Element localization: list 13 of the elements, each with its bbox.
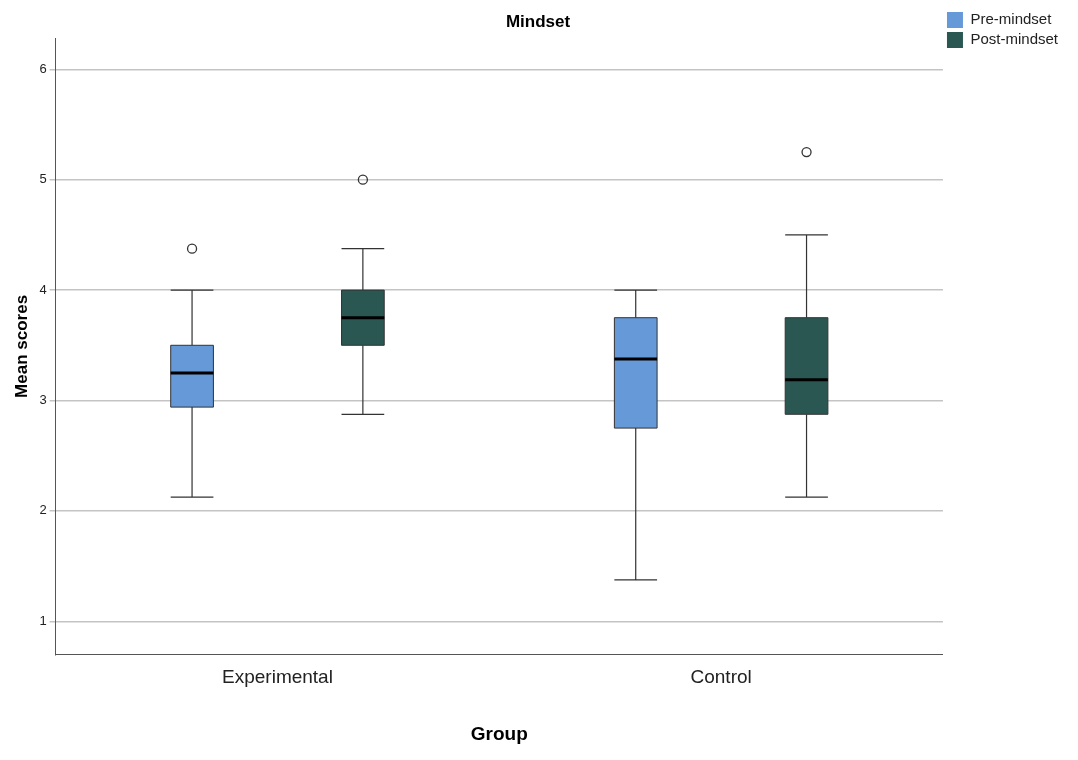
y-tick-label: 4 <box>39 281 47 297</box>
y-tick-label: 1 <box>39 612 47 628</box>
chart-title: Mindset <box>505 11 571 31</box>
x-tick-label: Control <box>690 666 752 688</box>
legend-label: Post-mindset <box>970 30 1059 48</box>
x-axis-title: Group <box>470 722 528 744</box>
y-axis-title: Mean scores <box>11 294 31 398</box>
y-tick-label: 2 <box>39 502 47 518</box>
y-tick-label: 5 <box>39 171 47 187</box>
y-tick-label: 3 <box>39 392 47 408</box>
legend-label: Pre-mindset <box>970 10 1053 28</box>
y-tick-label: 6 <box>39 60 47 76</box>
x-tick-label: Experimental <box>222 666 333 688</box>
